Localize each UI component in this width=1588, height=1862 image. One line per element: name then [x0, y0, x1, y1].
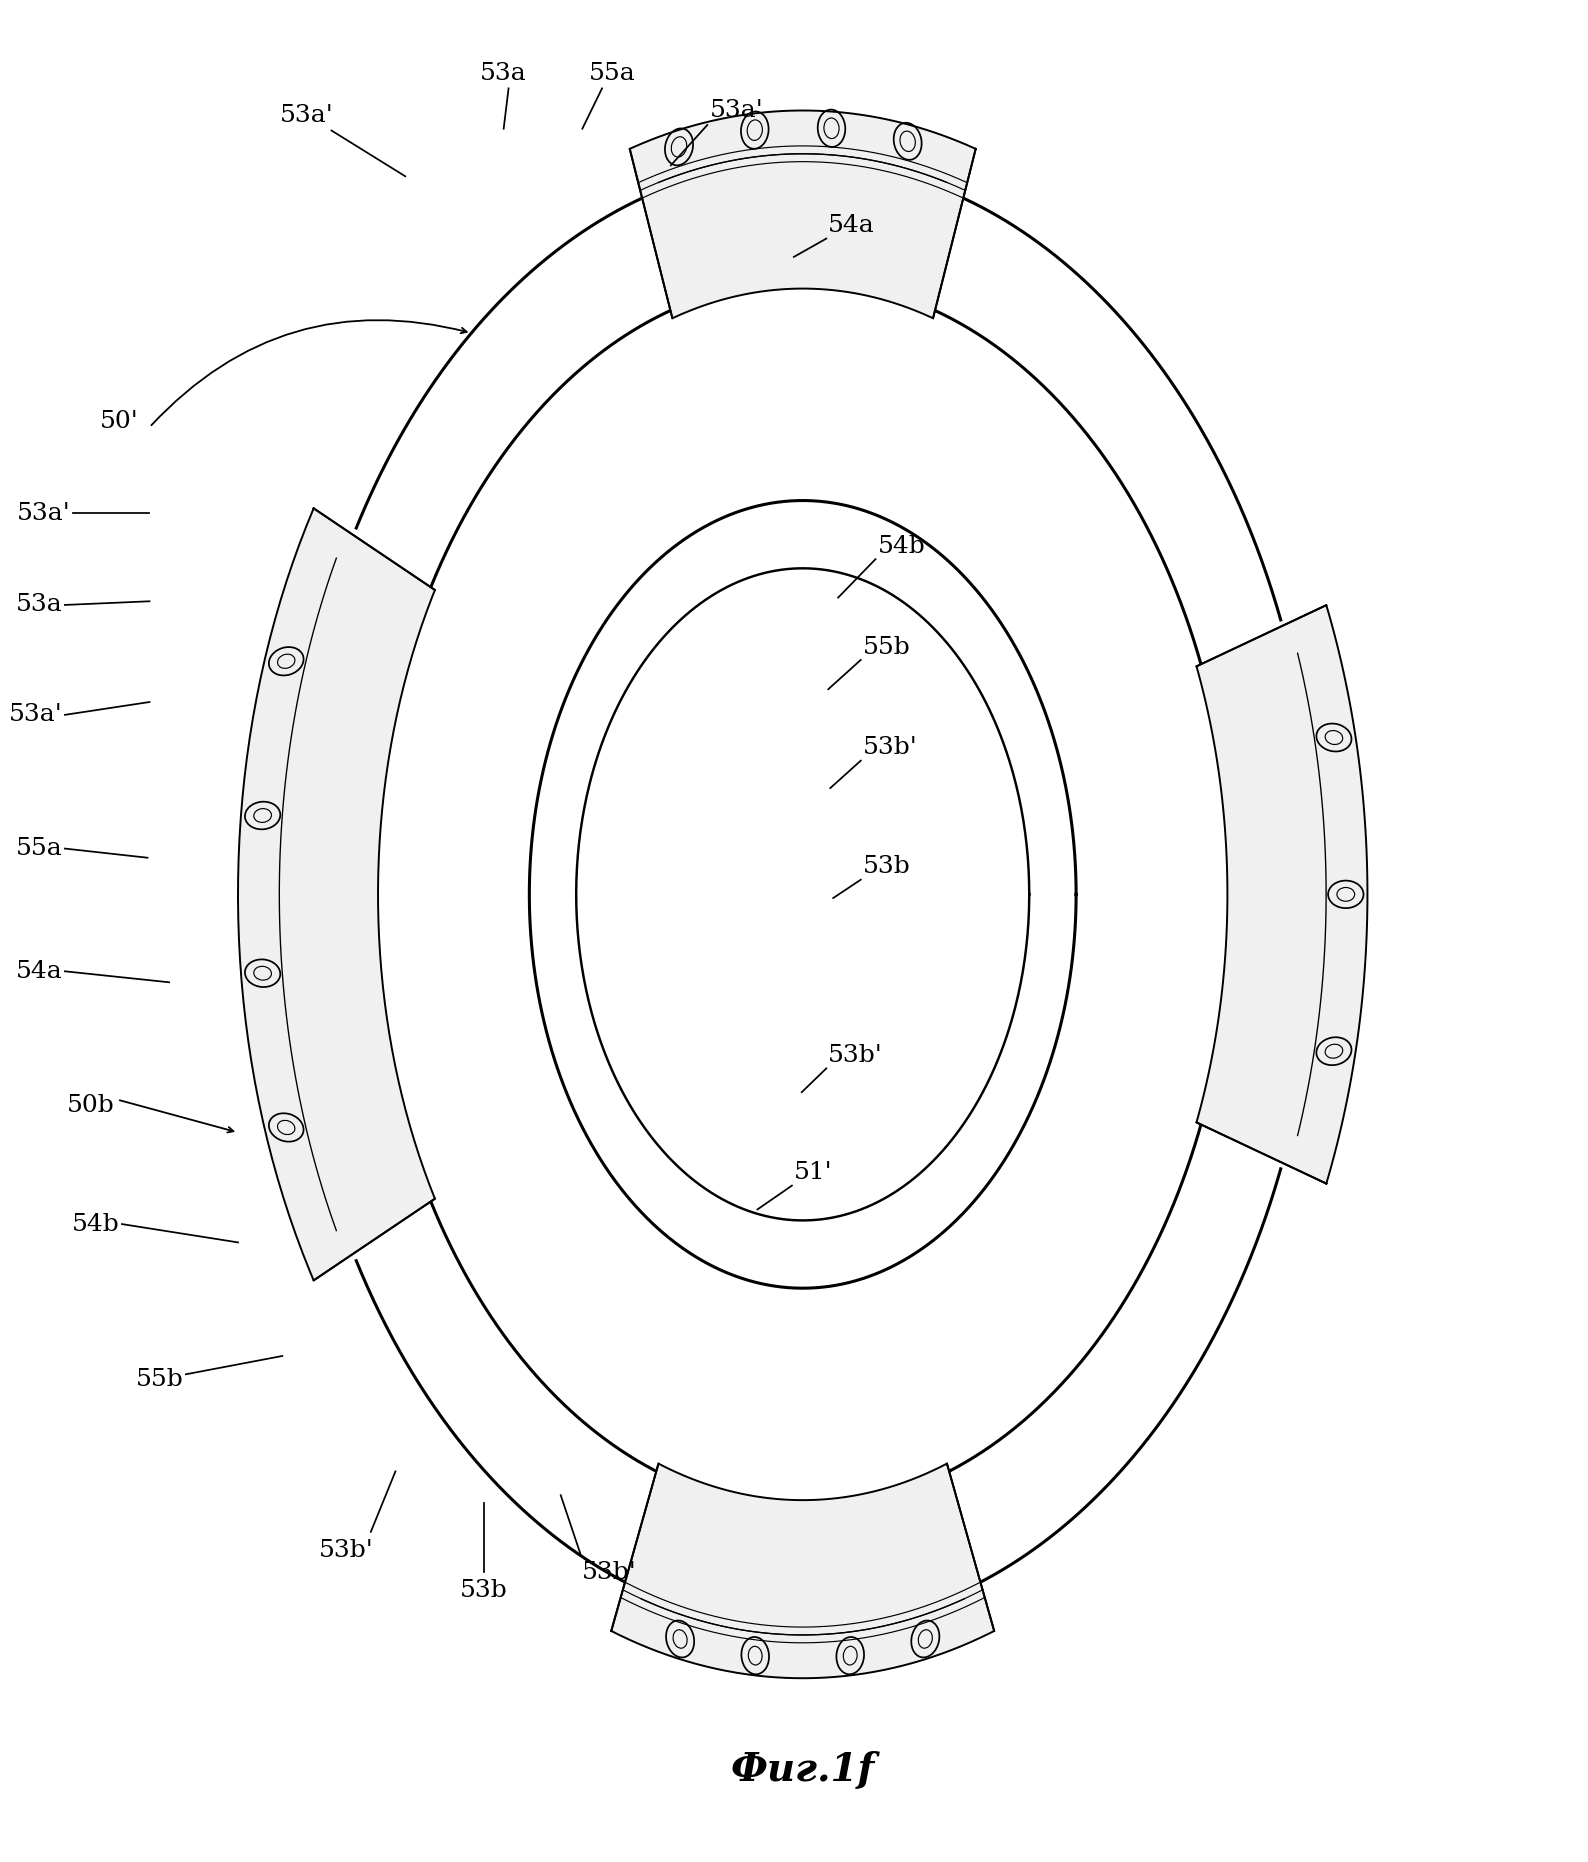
Text: 53b: 53b: [461, 1579, 508, 1601]
Text: 55a: 55a: [16, 838, 64, 860]
Text: 51': 51': [794, 1162, 832, 1184]
Text: 53a': 53a': [710, 99, 764, 121]
Text: 50b: 50b: [67, 1093, 114, 1117]
Text: 55b: 55b: [137, 1369, 184, 1391]
Polygon shape: [1196, 605, 1367, 1184]
Text: 53b': 53b': [583, 1560, 637, 1583]
Text: 53b': 53b': [862, 735, 918, 760]
Polygon shape: [630, 110, 975, 318]
Text: 53a': 53a': [17, 503, 71, 525]
Text: 53a': 53a': [10, 704, 64, 726]
Text: 53b': 53b': [319, 1538, 373, 1562]
Text: 53a': 53a': [279, 104, 333, 127]
Text: 54a: 54a: [829, 214, 875, 236]
Text: 55a: 55a: [589, 61, 635, 86]
Text: Фиг.1f: Фиг.1f: [730, 1750, 875, 1789]
Text: 54a: 54a: [16, 959, 64, 983]
Text: 53b: 53b: [862, 855, 910, 879]
Text: 55b: 55b: [862, 635, 910, 659]
Text: 54b: 54b: [71, 1212, 121, 1236]
Text: 50': 50': [100, 410, 140, 434]
Polygon shape: [611, 1464, 994, 1678]
Text: 53a: 53a: [480, 61, 527, 86]
Text: 53a: 53a: [16, 594, 64, 616]
Polygon shape: [238, 508, 435, 1281]
Text: 54b: 54b: [878, 534, 926, 559]
Text: 53b': 53b': [829, 1045, 883, 1067]
